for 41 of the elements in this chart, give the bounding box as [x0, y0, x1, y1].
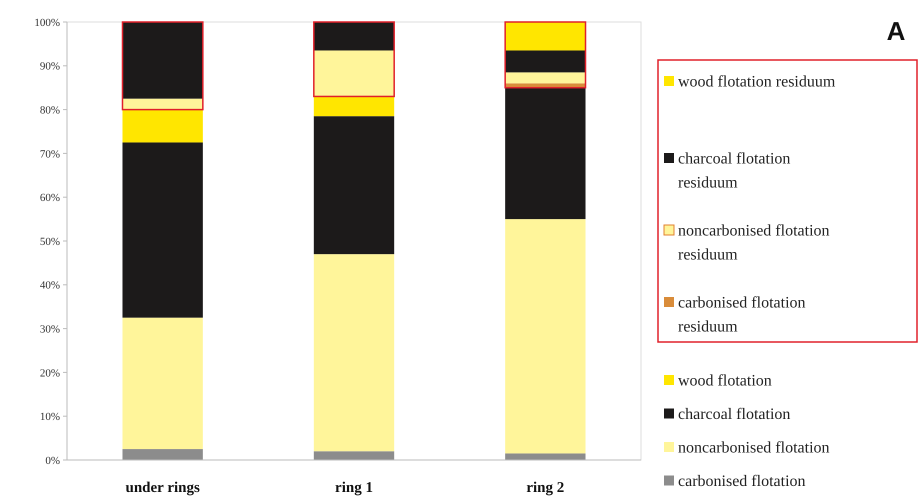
x-tick-label: ring 2 — [526, 480, 564, 496]
bar — [314, 96, 394, 116]
y-tick-label: 60% — [40, 192, 60, 204]
bar — [505, 453, 586, 460]
legend-label: charcoal flotation — [678, 406, 790, 424]
y-tick-label: 30% — [40, 323, 60, 336]
bar — [122, 142, 203, 318]
legend-label: wood flotation — [678, 372, 772, 390]
legend-label: noncarbonised flotation residuum — [678, 222, 830, 264]
bar — [314, 22, 394, 50]
x-tick-label: under rings — [126, 480, 200, 496]
y-tick-label: 80% — [40, 104, 60, 116]
bar — [505, 88, 586, 220]
bar — [314, 116, 394, 254]
bar — [505, 219, 586, 454]
y-tick-label: 70% — [40, 148, 60, 160]
legend-label: carbonised flotation — [678, 473, 806, 490]
bar — [505, 72, 586, 84]
bar — [505, 22, 586, 50]
y-tick-label: 40% — [40, 280, 60, 292]
bar — [122, 98, 203, 110]
bar — [122, 449, 203, 460]
text: A — [886, 16, 906, 46]
legend-label: wood flotation residuum — [678, 74, 836, 91]
y-tick-label: 100% — [34, 16, 60, 29]
x-tick-label: ring 1 — [335, 480, 373, 496]
bar — [122, 110, 203, 142]
y-tick-label: 50% — [40, 236, 60, 248]
bar — [314, 451, 394, 460]
bar — [505, 50, 586, 72]
y-tick-label: 0% — [45, 454, 60, 467]
bar — [122, 22, 203, 99]
y-tick-label: 90% — [40, 60, 60, 73]
bar — [314, 254, 394, 452]
y-tick-label: 20% — [40, 367, 60, 380]
legend-label: charcoal flotation residuum — [678, 150, 790, 192]
legend-label: carbonised flotation residuum — [678, 294, 806, 336]
bar — [122, 318, 203, 450]
bar — [314, 50, 394, 96]
legend-label: noncarbonised flotation — [678, 440, 830, 457]
y-tick-label: 10% — [40, 411, 60, 424]
